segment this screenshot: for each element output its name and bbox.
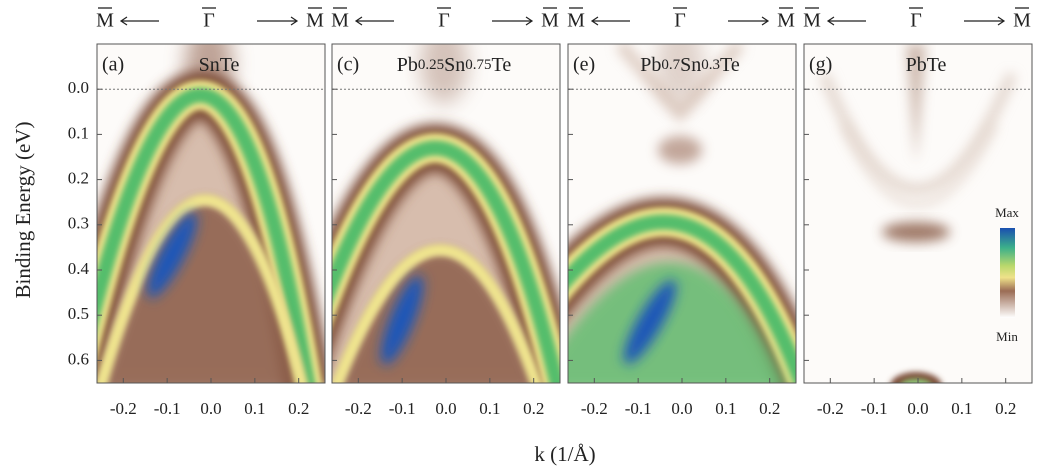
- x-tick-label: 0.1: [479, 399, 500, 418]
- x-tick-label: 0.1: [715, 399, 736, 418]
- x-tick-label: -0.2: [345, 399, 372, 418]
- colorbar: [1000, 228, 1015, 318]
- x-tick-label: -0.2: [817, 399, 844, 418]
- title-part: Te: [720, 54, 740, 76]
- intensity-feature: [332, 244, 543, 383]
- arrow: [257, 16, 299, 26]
- title-part: Sn: [680, 54, 701, 76]
- x-tick-label: -0.2: [581, 399, 608, 418]
- intensity-feature: [380, 275, 424, 365]
- intensity-feature: [568, 262, 786, 383]
- k-point-label: M: [803, 10, 821, 32]
- x-tick-label: 0.2: [759, 399, 780, 418]
- panel-label: (a): [102, 54, 124, 76]
- k-point-label: M: [1013, 10, 1031, 32]
- k-point-label: Γ: [203, 10, 215, 32]
- intensity-feature: [840, 122, 998, 208]
- panel-label: (g): [809, 54, 832, 76]
- y-tick-label: 0.4: [68, 259, 90, 278]
- intensity-map: [97, 44, 325, 383]
- k-point-label: M: [96, 10, 114, 32]
- panel: Max Min (g) PbTe M Γ M -0.2 -0.1 0.0 0.1 0.2: [803, 7, 1033, 418]
- title-part: 0.25: [418, 57, 444, 73]
- x-axis-label: k (1/Å): [534, 442, 595, 466]
- x-tick-label: -0.1: [625, 399, 652, 418]
- x-tick-label: -0.2: [110, 399, 137, 418]
- y-tick-label: 0.6: [68, 349, 89, 368]
- y-tick-label: 0.0: [68, 78, 89, 97]
- k-point-label: M: [306, 10, 324, 32]
- title-part: 0.75: [465, 57, 491, 73]
- panel-title: SnTe: [199, 54, 240, 76]
- x-tick-label: 0.0: [671, 399, 692, 418]
- k-point-label: M: [331, 10, 349, 32]
- title-part: PbTe: [906, 54, 947, 76]
- y-tick-label: 0.1: [68, 123, 89, 142]
- arrow: [826, 16, 866, 26]
- x-tick-label: 0.2: [288, 399, 309, 418]
- panel-label: (c): [337, 54, 359, 76]
- intensity-feature: [615, 44, 745, 124]
- colorbar-min-label: Min: [996, 329, 1018, 344]
- intensity-feature: [901, 379, 931, 383]
- arrow: [492, 16, 534, 26]
- x-tick-label: 0.2: [995, 399, 1016, 418]
- panel: (c) Pb0.25Sn0.75Te M Γ M -0.2 -0.1 0.0 0.1 0.2: [331, 7, 561, 418]
- intensity-feature: [97, 87, 316, 383]
- x-tick-label: 0.1: [951, 399, 972, 418]
- title-part: Pb: [640, 54, 661, 76]
- k-point-label: M: [777, 10, 795, 32]
- intensity-feature: [332, 140, 560, 383]
- y-tick-label: 0.5: [68, 304, 89, 323]
- intensity-feature: [658, 136, 702, 164]
- arrow: [728, 16, 770, 26]
- arrow: [354, 16, 394, 26]
- intensity-feature: [97, 194, 308, 383]
- title-part: Sn: [444, 54, 465, 76]
- panel-title: Pb0.7Sn0.3Te: [640, 54, 740, 76]
- x-tick-label: 0.1: [244, 399, 265, 418]
- x-tick-label: 0.0: [907, 399, 928, 418]
- x-tick-label: -0.1: [389, 399, 416, 418]
- intensity-feature: [906, 44, 926, 164]
- intensity-map: [332, 44, 560, 383]
- k-point-label: Γ: [674, 10, 686, 32]
- intensity-feature: [147, 212, 197, 298]
- y-axis-label: Binding Energy (eV): [11, 122, 35, 299]
- panel: (e) Pb0.7Sn0.3Te M Γ M -0.2 -0.1 0.0 0.1 0.2: [567, 7, 797, 418]
- panel-label: (e): [573, 54, 595, 76]
- x-tick-label: 0.0: [200, 399, 221, 418]
- x-tick-label: -0.1: [154, 399, 181, 418]
- panel-title: PbTe: [906, 54, 947, 76]
- k-point-label: M: [567, 10, 585, 32]
- x-tick-label: 0.2: [523, 399, 544, 418]
- intensity-map: [568, 44, 796, 383]
- colorbar-max-label: Max: [995, 205, 1019, 220]
- k-point-label: M: [541, 10, 559, 32]
- k-point-label: Γ: [438, 10, 450, 32]
- arrow: [590, 16, 630, 26]
- intensity-feature: [623, 280, 677, 364]
- intensity-map: [819, 44, 1017, 383]
- panel-title: Pb0.25Sn0.75Te: [397, 54, 512, 76]
- x-tick-label: -0.1: [861, 399, 888, 418]
- arrow: [119, 16, 159, 26]
- k-point-label: Γ: [910, 10, 922, 32]
- arrow: [964, 16, 1006, 26]
- y-tick-label: 0.3: [68, 214, 89, 233]
- title-part: 0.7: [661, 57, 680, 73]
- title-part: SnTe: [199, 54, 240, 76]
- title-part: Pb: [397, 54, 418, 76]
- x-tick-label: 0.0: [435, 399, 456, 418]
- title-part: 0.3: [701, 57, 720, 73]
- panel: (a) SnTe M Γ M -0.2 -0.1 0.0 0.1 0.2 0.0 0.1 0.2 0.3 0…: [68, 7, 326, 418]
- intensity-feature: [568, 214, 796, 383]
- title-part: Te: [492, 54, 512, 76]
- intensity-feature: [882, 222, 950, 242]
- y-tick-label: 0.2: [68, 169, 89, 188]
- intensity-feature: [890, 372, 942, 383]
